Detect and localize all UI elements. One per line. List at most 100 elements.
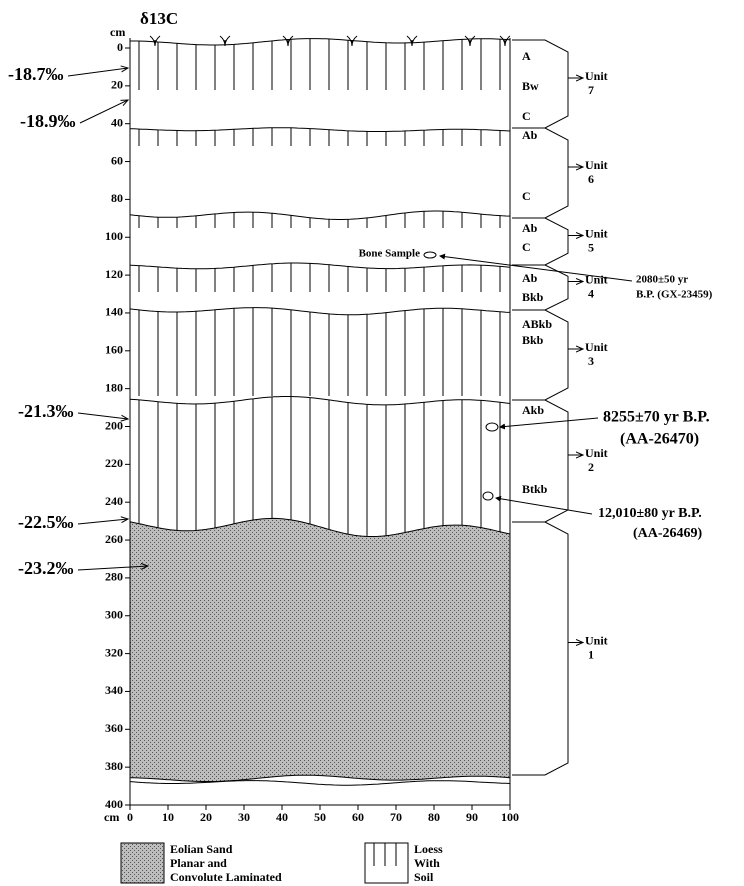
depth-unit: cm [110, 25, 125, 39]
date-label: 12,010±80 yr B.P. [598, 506, 702, 521]
plant [464, 35, 476, 47]
depth-tick-label: 220 [105, 456, 123, 470]
unit-bracket [512, 217, 569, 266]
width-tick-label: 20 [200, 810, 212, 824]
unit-number: 4 [588, 286, 594, 300]
depth-tick-label: 340 [105, 683, 123, 697]
unit-label: Unit [585, 69, 608, 83]
unit-label: Unit [585, 272, 608, 286]
arrow [67, 68, 128, 77]
boundary [129, 210, 511, 220]
legend-label: Planar and [170, 856, 227, 870]
width-tick-label: 60 [352, 810, 364, 824]
date-label: (AA-26470) [620, 431, 699, 448]
sample [485, 422, 499, 432]
horizon-label: Ab [522, 221, 538, 235]
depth-tick-label: 200 [105, 418, 123, 432]
boundary [129, 396, 511, 406]
legend-label: With [414, 856, 440, 870]
width-tick-label: 100 [501, 810, 519, 824]
arrow [77, 412, 128, 419]
date-label: 2080±50 yr [636, 274, 688, 286]
depth-tick-label: 360 [105, 721, 123, 735]
width-tick-label: 10 [162, 810, 174, 824]
width-tick-label: 90 [466, 810, 478, 824]
isotope-value: -23.2‰ [18, 558, 74, 578]
date-label: 8255±70 yr B.P. [603, 409, 710, 426]
width-unit: cm [104, 810, 119, 824]
depth-tick-label: 60 [111, 153, 123, 167]
legend-swatch [120, 842, 165, 884]
boundary [129, 262, 511, 270]
unit-number: 7 [588, 83, 594, 97]
horizon-label: Bw [522, 79, 539, 93]
plant [149, 35, 161, 47]
plant [499, 35, 511, 47]
depth-tick-label: 80 [111, 191, 123, 205]
depth-tick-label: 120 [105, 267, 123, 281]
arrow [79, 100, 128, 124]
isotope-value: -18.9‰ [20, 111, 76, 131]
horizon-label: ABkb [522, 317, 552, 331]
depth-tick-label: 380 [105, 759, 123, 773]
horizon-label: Btkb [522, 482, 548, 496]
horizon-label: Ab [522, 271, 538, 285]
width-tick-label: 30 [238, 810, 250, 824]
isotope-value: -22.5‰ [18, 512, 74, 532]
unit-bracket [512, 521, 569, 776]
horizon-label: C [522, 109, 531, 123]
date-label: (AA-26469) [633, 526, 703, 541]
horizon-label: Akb [522, 403, 544, 417]
boundary [129, 307, 511, 316]
unit-number: 5 [588, 240, 594, 254]
unit-bracket [512, 127, 569, 219]
unit-label: Unit [585, 158, 608, 172]
depth-tick-label: 400 [105, 797, 123, 811]
plant [406, 35, 418, 47]
width-tick-label: 80 [428, 810, 440, 824]
legend-label: Loess [414, 842, 443, 856]
plant [219, 35, 231, 47]
depth-tick-label: 180 [105, 380, 123, 394]
boundary [129, 127, 511, 132]
depth-tick-label: 140 [105, 305, 123, 319]
depth-tick-label: 100 [105, 229, 123, 243]
legend-label: Convolute Laminated [170, 870, 282, 884]
unit-number: 1 [588, 647, 594, 661]
width-tick-label: 50 [314, 810, 326, 824]
depth-tick-label: 300 [105, 608, 123, 622]
arrow [77, 519, 128, 525]
unit-label: Unit [585, 446, 608, 460]
width-tick-label: 70 [390, 810, 402, 824]
depth-tick-label: 20 [111, 78, 123, 92]
date-arrow [495, 495, 593, 515]
bone-sample-label: Bone Sample [359, 248, 421, 260]
bone-sample [423, 251, 437, 259]
horizon-label: C [522, 189, 531, 203]
boundary [129, 780, 511, 786]
depth-tick-label: 0 [117, 40, 123, 54]
legend-swatch [364, 842, 409, 884]
unit-label: Unit [585, 633, 608, 647]
title: δ13C [140, 9, 178, 28]
horizon-label: Ab [522, 128, 538, 142]
date-arrow [439, 253, 633, 282]
depth-tick-label: 320 [105, 645, 123, 659]
unit-number: 6 [588, 172, 594, 186]
boundary [130, 38, 511, 46]
depth-tick-label: 40 [111, 115, 123, 129]
horizon-label: C [522, 240, 531, 254]
horizon-label: A [522, 49, 531, 63]
date-label: B.P. (GX-23459) [636, 289, 713, 301]
depth-tick-label: 160 [105, 343, 123, 357]
unit-label: Unit [585, 226, 608, 240]
depth-tick-label: 240 [105, 494, 123, 508]
sample [482, 491, 494, 501]
unit-number: 2 [588, 460, 594, 474]
legend-label: Soil [414, 870, 434, 884]
unit-number: 3 [588, 354, 594, 368]
plant [282, 35, 294, 47]
horizon-label: Bkb [522, 290, 544, 304]
unit-bracket [512, 39, 569, 129]
